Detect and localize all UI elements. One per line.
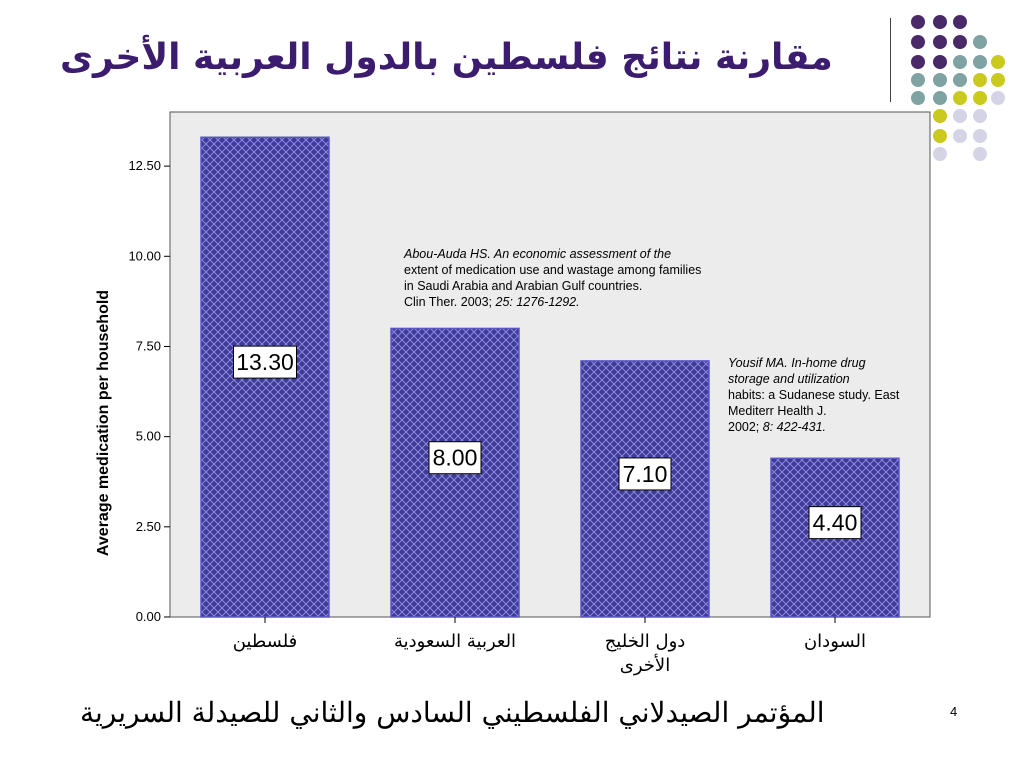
decorative-dot	[991, 55, 1005, 69]
page-number: 4	[950, 704, 958, 719]
x-tick-label: فلسطين	[233, 631, 298, 652]
decorative-dot	[953, 55, 967, 69]
reference-2-tail: 8: 422-431.	[762, 420, 827, 434]
decorative-dot	[933, 55, 947, 69]
reference-abou-auda: Abou-Auda HS. An economic assessment of …	[404, 246, 744, 310]
decorative-dot	[973, 73, 987, 87]
y-tick-label: 2.50	[136, 519, 161, 534]
slide-title: مقارنة نتائج فلسطين بالدول العربية الأخر…	[60, 36, 833, 78]
decorative-dot	[911, 73, 925, 87]
data-label-box	[233, 345, 297, 379]
data-label-box	[428, 441, 482, 475]
decorative-dot	[933, 91, 947, 105]
decorative-dot	[911, 91, 925, 105]
decorative-dot	[933, 129, 947, 143]
data-label-box	[618, 457, 672, 491]
x-tick-label: العربية السعودية	[394, 631, 516, 652]
reference-1-tail: 25: 1276-1292.	[495, 295, 580, 309]
y-tick-label: 0.00	[136, 609, 161, 624]
title-divider	[890, 18, 891, 102]
decorative-dot	[991, 73, 1005, 87]
x-tick-label: دول الخليج الأخرى	[605, 631, 686, 676]
y-axis-label: Average medication per household	[95, 290, 112, 556]
decorative-dot	[973, 109, 987, 123]
y-axis: 0.00 2.50 5.00 7.50 10.00 12.50	[128, 158, 170, 624]
data-label-box	[808, 506, 862, 540]
decorative-dot	[953, 91, 967, 105]
decorative-dot	[933, 109, 947, 123]
decorative-dot	[953, 15, 967, 29]
y-tick-label: 10.00	[128, 248, 161, 263]
decorative-dot	[973, 35, 987, 49]
data-label: 13.30	[236, 349, 294, 375]
reference-2-lead: Yousif MA. In-home drug storage and util…	[728, 356, 866, 386]
slide-footer: المؤتمر الصيدلاني الفلسطيني السادس والثا…	[80, 695, 825, 729]
decorative-dot	[953, 129, 967, 143]
decorative-dot	[973, 55, 987, 69]
decorative-dot	[933, 15, 947, 29]
reference-yousif: Yousif MA. In-home drug storage and util…	[728, 355, 928, 435]
decorative-dot	[973, 91, 987, 105]
y-tick-label: 5.00	[136, 429, 161, 444]
decorative-dot	[953, 109, 967, 123]
decorative-dot	[911, 55, 925, 69]
x-axis-labels: فلسطين العربية السعودية دول الخليج الأخرى ال…	[233, 617, 866, 676]
decorative-dot	[911, 15, 925, 29]
decorative-dot	[953, 35, 967, 49]
data-label: 8.00	[433, 445, 478, 471]
bar-chart: 0.00 2.50 5.00 7.50 10.00 12.50 13.30 8.00 7.10…	[95, 111, 931, 676]
decorative-dot	[911, 35, 925, 49]
decorative-dot	[973, 147, 987, 161]
reference-1-lead: Abou-Auda HS. An economic assessment of …	[404, 247, 672, 261]
decorative-dot	[991, 91, 1005, 105]
decorative-dot	[953, 73, 967, 87]
data-label: 7.10	[623, 461, 668, 487]
decorative-dot	[933, 147, 947, 161]
reference-2-body: habits: a Sudanese study. East Mediterr …	[728, 388, 900, 434]
reference-1-body: extent of medication use and wastage amo…	[404, 263, 702, 309]
decorative-dot-grid	[911, 15, 1005, 161]
decorative-dot	[933, 73, 947, 87]
decorative-dot	[973, 129, 987, 143]
decorative-dot	[933, 35, 947, 49]
data-label: 4.40	[813, 510, 858, 536]
y-tick-label: 12.50	[128, 158, 161, 173]
x-tick-label: السودان	[804, 631, 866, 652]
y-tick-label: 7.50	[136, 338, 161, 353]
